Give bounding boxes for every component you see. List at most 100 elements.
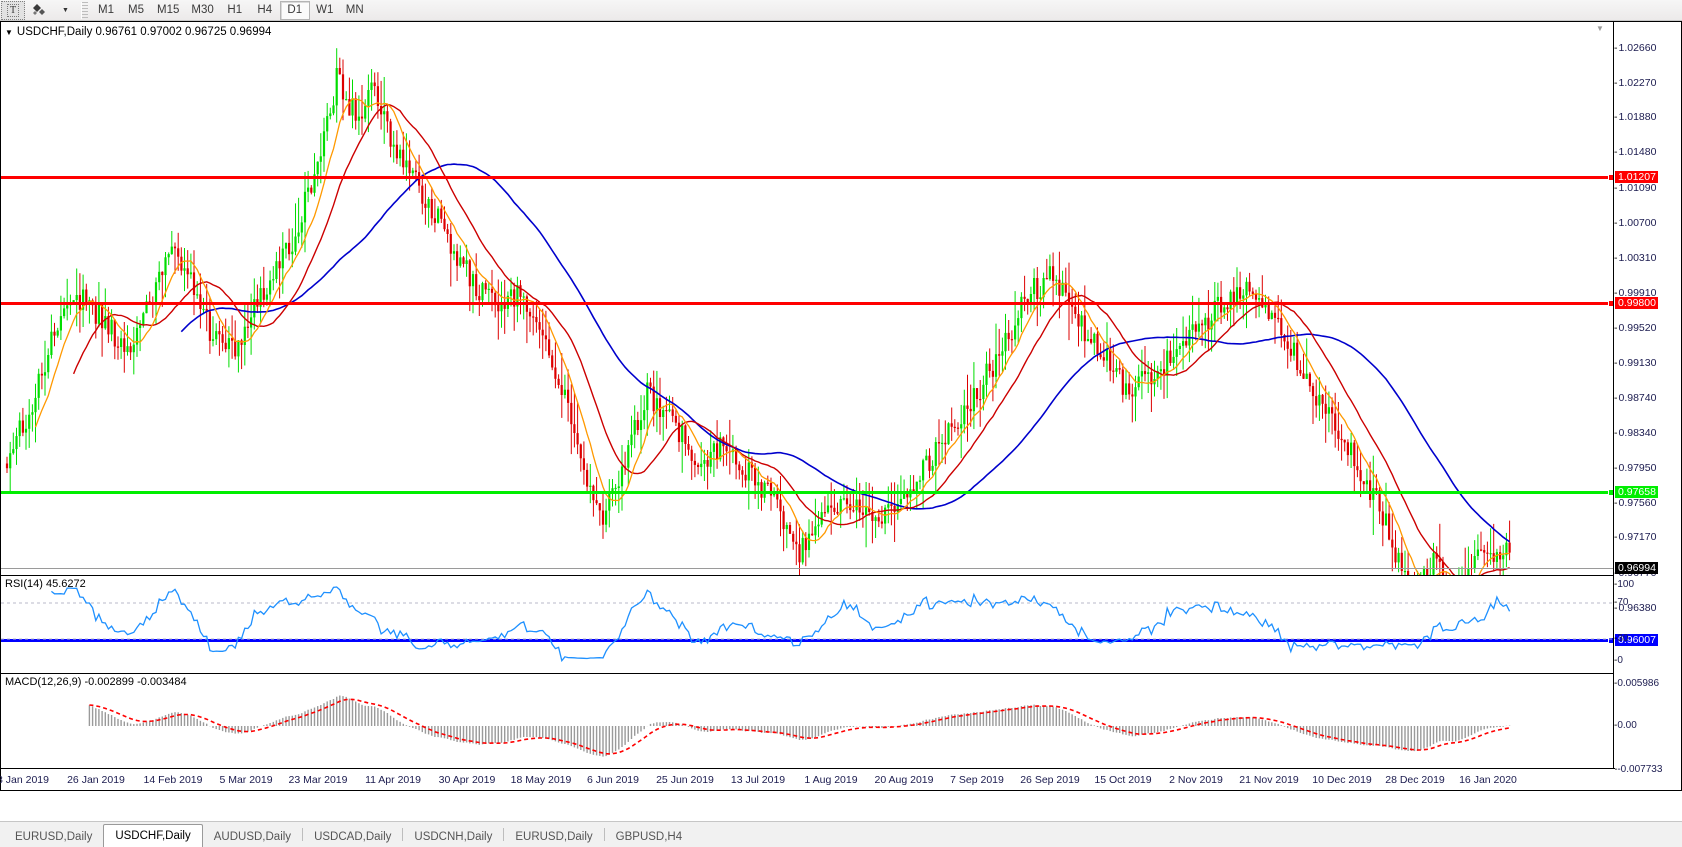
time-tick: 10 Dec 2019 (1312, 774, 1372, 786)
timeframe-m5[interactable]: M5 (128, 4, 144, 16)
tab-separator (603, 828, 605, 841)
pane-separator-macd (1, 673, 1615, 674)
time-tick: 20 Aug 2019 (874, 774, 934, 786)
macd-histogram (88, 695, 1511, 757)
price-tick: -1.01480 (1614, 146, 1657, 158)
timeframe-h1[interactable]: H1 (227, 4, 243, 16)
timeframe-m1[interactable]: M1 (98, 4, 114, 16)
rsi-scale-tick: -30 (1614, 633, 1629, 644)
time-axis[interactable]: 8 Jan 2019 26 Jan 2019 14 Feb 2019 5 Mar 20… (0, 768, 1615, 790)
tab-separator (503, 828, 505, 841)
price-tick: -0.99520 (1614, 322, 1657, 334)
time-tick: 2 Nov 2019 (1169, 774, 1223, 786)
support-line-blue-label[interactable]: 0.96007 (1615, 634, 1658, 646)
price-tick: -1.01090 (1614, 182, 1657, 194)
resistance-line-lower-label[interactable]: 0.99800 (1615, 297, 1658, 309)
time-tick: 5 Mar 2019 (219, 774, 273, 786)
resistance-line-lower[interactable] (1, 300, 1615, 307)
moving-average-orange (34, 98, 1510, 575)
resistance-line-upper-label[interactable]: 1.01207 (1615, 171, 1658, 183)
time-tick: 14 Feb 2019 (143, 774, 203, 786)
time-tick: 13 Jul 2019 (730, 774, 786, 786)
objects-dropdown-caret-icon[interactable]: ▼ (62, 6, 69, 14)
macd-pane[interactable] (1, 678, 1615, 772)
tab-separator (302, 828, 304, 841)
resistance-line-upper[interactable] (1, 174, 1615, 181)
tab-separator (402, 828, 404, 841)
time-tick: 1 Aug 2019 (804, 774, 858, 786)
time-tick: 7 Sep 2019 (950, 774, 1004, 786)
chart-tab-eurusd-daily-2[interactable]: EURUSD,Daily (515, 830, 593, 843)
timeframe-h4[interactable]: H4 (257, 4, 273, 16)
time-tick: 11 Apr 2019 (365, 774, 421, 786)
timeframe-d1[interactable]: D1 (279, 0, 310, 20)
current-price-line (1, 568, 1615, 569)
price-scale[interactable]: -1.02660 -1.02270 -1.01880 -1.01480 -1.01090… (1596, 22, 1681, 790)
macd-signal-line (89, 698, 1510, 755)
price-tick: -0.97950 (1614, 462, 1657, 474)
time-tick: 23 Mar 2019 (288, 774, 348, 786)
timeframe-m15[interactable]: M15 (157, 4, 180, 16)
price-tick: -0.96380 (1614, 602, 1657, 614)
price-tick: -1.02660 (1614, 42, 1657, 54)
price-tick: -1.02270 (1614, 77, 1657, 89)
toolbar: T ▼ M1 M5 M15 M30 H1 H4 D1 W1 MN (0, 0, 1682, 21)
price-tick: -1.00700 (1614, 217, 1657, 229)
price-tick: -0.97170 (1614, 531, 1657, 543)
time-tick: 30 Apr 2019 (438, 774, 496, 786)
candlestick-series (5, 48, 1511, 575)
time-tick: 15 Oct 2019 (1094, 774, 1152, 786)
chart-tab-bar: EURUSD,Daily USDCHF,Daily AUDUSD,Daily U… (0, 821, 1682, 847)
crosshair-text-tool-icon[interactable]: T (1, 0, 25, 20)
rsi-scale-tick: -70 (1614, 597, 1629, 608)
pane-separator-rsi (1, 575, 1615, 576)
rsi-indicator-label: RSI(14) 45.6272 (5, 578, 86, 590)
price-tick: -0.98740 (1614, 392, 1657, 404)
time-tick: 21 Nov 2019 (1239, 774, 1299, 786)
chart-tab-usdcad-daily[interactable]: USDCAD,Daily (314, 830, 392, 843)
rsi-scale-tick: -100 (1614, 579, 1635, 590)
price-tick: -0.99130 (1614, 357, 1657, 369)
chart-frame[interactable]: ▼ USDCHF,Daily 0.96761 0.97002 0.96725 0… (0, 21, 1682, 791)
symbol-ohlc-text: USDCHF,Daily 0.96761 0.97002 0.96725 0.9… (16, 26, 272, 38)
price-tick: -1.01880 (1614, 111, 1657, 123)
macd-scale-tick: -0.005986 (1614, 678, 1660, 689)
time-tick: 18 May 2019 (510, 774, 572, 786)
chart-tab-audusd-daily[interactable]: AUDUSD,Daily (213, 830, 292, 843)
objects-tool-icon[interactable] (27, 1, 51, 20)
rsi-line (51, 586, 1511, 663)
chart-tab-gbpusd-h4[interactable]: GBPUSD,H4 (615, 830, 683, 843)
price-tick: -0.98340 (1614, 427, 1657, 439)
price-tick: -1.00310 (1614, 252, 1657, 264)
toolbar-separator (81, 1, 88, 19)
timeframe-mn[interactable]: MN (345, 4, 364, 16)
time-tick: 8 Jan 2019 (0, 774, 49, 786)
macd-indicator-label: MACD(12,26,9) -0.002899 -0.003484 (5, 676, 187, 688)
chart-tab-usdchf-daily[interactable]: USDCHF,Daily (103, 824, 203, 847)
chart-tab-usdcnh-daily[interactable]: USDCNH,Daily (414, 830, 493, 843)
timeframe-w1[interactable]: W1 (316, 4, 334, 16)
timeframe-m30[interactable]: M30 (191, 4, 214, 16)
moving-average-blue (180, 163, 1511, 543)
time-tick: 16 Jan 2020 (1459, 774, 1517, 786)
current-price-label: 0.96994 (1615, 562, 1658, 574)
chart-collapse-icon[interactable]: ▼ (5, 27, 13, 37)
rsi-scale-tick: -0 (1614, 655, 1623, 666)
chart-tab-eurusd-daily-1[interactable]: EURUSD,Daily (15, 830, 93, 843)
macd-scale-tick: -0.00 (1614, 720, 1637, 731)
time-tick: 26 Sep 2019 (1020, 774, 1080, 786)
price-tick: -0.97560 (1614, 497, 1657, 509)
objects-glyph-icon (32, 3, 45, 15)
time-tick: 25 Jun 2019 (656, 774, 714, 786)
symbol-header: ▼ USDCHF,Daily 0.96761 0.97002 0.96725 0… (5, 26, 271, 38)
macd-scale-tick: --0.007733 (1614, 764, 1663, 775)
time-tick: 26 Jan 2019 (67, 774, 125, 786)
time-tick: 6 Jun 2019 (587, 774, 639, 786)
rsi-pane[interactable] (1, 579, 1615, 673)
price-tick: -0.99910 (1614, 287, 1657, 299)
time-tick: 28 Dec 2019 (1385, 774, 1445, 786)
support-line-green[interactable] (1, 489, 1615, 496)
scale-scroll-up-icon[interactable]: ▼ (1596, 24, 1604, 33)
support-line-green-label[interactable]: 0.97658 (1615, 486, 1658, 498)
